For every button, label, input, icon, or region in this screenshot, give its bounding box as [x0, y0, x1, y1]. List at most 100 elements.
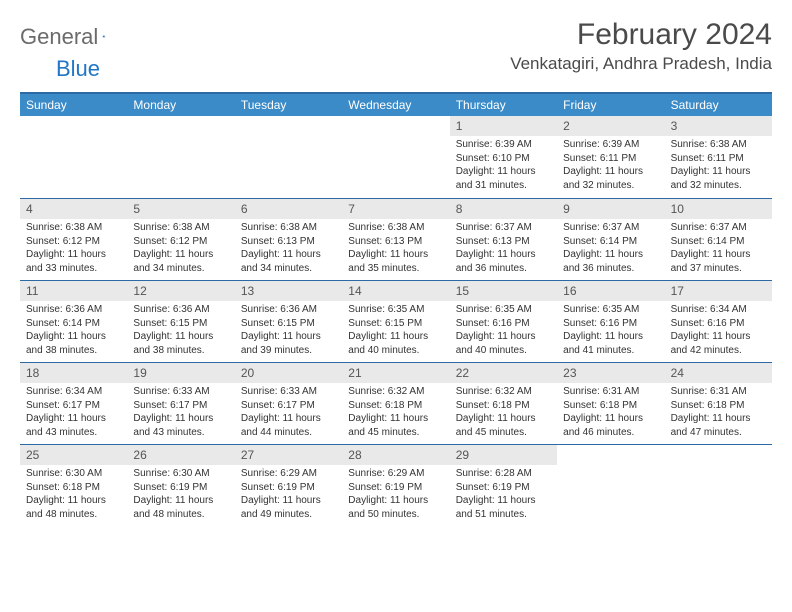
- calendar-cell: 25Sunrise: 6:30 AMSunset: 6:18 PMDayligh…: [20, 444, 127, 526]
- daylight-line: Daylight: 11 hours and 32 minutes.: [563, 165, 658, 192]
- calendar-body: 1Sunrise: 6:39 AMSunset: 6:10 PMDaylight…: [20, 116, 772, 526]
- calendar-header-cell: Thursday: [450, 94, 557, 116]
- day-details: Sunrise: 6:38 AMSunset: 6:12 PMDaylight:…: [20, 219, 127, 279]
- calendar-header-cell: Saturday: [665, 94, 772, 116]
- day-number: 26: [127, 445, 234, 465]
- sunset-line: Sunset: 6:14 PM: [563, 235, 658, 249]
- sunset-line: Sunset: 6:15 PM: [133, 317, 228, 331]
- calendar-cell: [235, 116, 342, 198]
- day-number: 25: [20, 445, 127, 465]
- day-number: [20, 116, 127, 136]
- calendar-cell: 16Sunrise: 6:35 AMSunset: 6:16 PMDayligh…: [557, 280, 664, 362]
- sunrise-line: Sunrise: 6:29 AM: [348, 467, 443, 481]
- daylight-line: Daylight: 11 hours and 49 minutes.: [241, 494, 336, 521]
- day-details: [127, 136, 234, 142]
- day-number: [342, 116, 449, 136]
- sunset-line: Sunset: 6:16 PM: [563, 317, 658, 331]
- calendar: SundayMondayTuesdayWednesdayThursdayFrid…: [20, 92, 772, 526]
- day-details: Sunrise: 6:30 AMSunset: 6:18 PMDaylight:…: [20, 465, 127, 525]
- calendar-cell: 11Sunrise: 6:36 AMSunset: 6:14 PMDayligh…: [20, 280, 127, 362]
- sunrise-line: Sunrise: 6:33 AM: [133, 385, 228, 399]
- day-number: 18: [20, 363, 127, 383]
- location-subtitle: Venkatagiri, Andhra Pradesh, India: [510, 54, 772, 74]
- daylight-line: Daylight: 11 hours and 43 minutes.: [26, 412, 121, 439]
- brand-sail-icon: [102, 27, 106, 45]
- day-number: 1: [450, 116, 557, 136]
- sunset-line: Sunset: 6:11 PM: [671, 152, 766, 166]
- calendar-cell: 24Sunrise: 6:31 AMSunset: 6:18 PMDayligh…: [665, 362, 772, 444]
- sunrise-line: Sunrise: 6:38 AM: [348, 221, 443, 235]
- day-details: Sunrise: 6:29 AMSunset: 6:19 PMDaylight:…: [342, 465, 449, 525]
- sunset-line: Sunset: 6:13 PM: [456, 235, 551, 249]
- sunset-line: Sunset: 6:15 PM: [241, 317, 336, 331]
- day-number: 3: [665, 116, 772, 136]
- day-number: 5: [127, 199, 234, 219]
- day-details: [20, 136, 127, 142]
- sunrise-line: Sunrise: 6:37 AM: [671, 221, 766, 235]
- calendar-cell: 18Sunrise: 6:34 AMSunset: 6:17 PMDayligh…: [20, 362, 127, 444]
- day-details: Sunrise: 6:28 AMSunset: 6:19 PMDaylight:…: [450, 465, 557, 525]
- calendar-cell: 23Sunrise: 6:31 AMSunset: 6:18 PMDayligh…: [557, 362, 664, 444]
- day-number: 16: [557, 281, 664, 301]
- sunrise-line: Sunrise: 6:39 AM: [456, 138, 551, 152]
- sunset-line: Sunset: 6:19 PM: [348, 481, 443, 495]
- daylight-line: Daylight: 11 hours and 43 minutes.: [133, 412, 228, 439]
- day-number: 12: [127, 281, 234, 301]
- sunrise-line: Sunrise: 6:33 AM: [241, 385, 336, 399]
- day-number: 13: [235, 281, 342, 301]
- sunset-line: Sunset: 6:17 PM: [26, 399, 121, 413]
- sunrise-line: Sunrise: 6:37 AM: [456, 221, 551, 235]
- calendar-cell: 12Sunrise: 6:36 AMSunset: 6:15 PMDayligh…: [127, 280, 234, 362]
- daylight-line: Daylight: 11 hours and 36 minutes.: [456, 248, 551, 275]
- day-number: [665, 445, 772, 465]
- sunrise-line: Sunrise: 6:28 AM: [456, 467, 551, 481]
- day-details: Sunrise: 6:37 AMSunset: 6:14 PMDaylight:…: [557, 219, 664, 279]
- day-details: Sunrise: 6:38 AMSunset: 6:12 PMDaylight:…: [127, 219, 234, 279]
- calendar-header-cell: Friday: [557, 94, 664, 116]
- sunset-line: Sunset: 6:17 PM: [241, 399, 336, 413]
- sunrise-line: Sunrise: 6:35 AM: [456, 303, 551, 317]
- daylight-line: Daylight: 11 hours and 37 minutes.: [671, 248, 766, 275]
- day-number: [557, 445, 664, 465]
- sunrise-line: Sunrise: 6:39 AM: [563, 138, 658, 152]
- sunrise-line: Sunrise: 6:36 AM: [26, 303, 121, 317]
- calendar-header-row: SundayMondayTuesdayWednesdayThursdayFrid…: [20, 94, 772, 116]
- day-details: Sunrise: 6:33 AMSunset: 6:17 PMDaylight:…: [127, 383, 234, 443]
- day-details: [235, 136, 342, 142]
- calendar-header-cell: Wednesday: [342, 94, 449, 116]
- calendar-cell: 19Sunrise: 6:33 AMSunset: 6:17 PMDayligh…: [127, 362, 234, 444]
- day-number: 9: [557, 199, 664, 219]
- calendar-cell: [342, 116, 449, 198]
- sunset-line: Sunset: 6:11 PM: [563, 152, 658, 166]
- sunset-line: Sunset: 6:18 PM: [26, 481, 121, 495]
- sunrise-line: Sunrise: 6:38 AM: [671, 138, 766, 152]
- daylight-line: Daylight: 11 hours and 36 minutes.: [563, 248, 658, 275]
- daylight-line: Daylight: 11 hours and 50 minutes.: [348, 494, 443, 521]
- day-number: 11: [20, 281, 127, 301]
- day-number: 22: [450, 363, 557, 383]
- calendar-cell: [665, 444, 772, 526]
- calendar-cell: 20Sunrise: 6:33 AMSunset: 6:17 PMDayligh…: [235, 362, 342, 444]
- calendar-cell: 14Sunrise: 6:35 AMSunset: 6:15 PMDayligh…: [342, 280, 449, 362]
- day-details: Sunrise: 6:37 AMSunset: 6:13 PMDaylight:…: [450, 219, 557, 279]
- calendar-cell: 17Sunrise: 6:34 AMSunset: 6:16 PMDayligh…: [665, 280, 772, 362]
- calendar-cell: 1Sunrise: 6:39 AMSunset: 6:10 PMDaylight…: [450, 116, 557, 198]
- sunrise-line: Sunrise: 6:35 AM: [348, 303, 443, 317]
- daylight-line: Daylight: 11 hours and 34 minutes.: [241, 248, 336, 275]
- day-number: 6: [235, 199, 342, 219]
- calendar-header-cell: Monday: [127, 94, 234, 116]
- day-number: [127, 116, 234, 136]
- calendar-cell: 21Sunrise: 6:32 AMSunset: 6:18 PMDayligh…: [342, 362, 449, 444]
- sunset-line: Sunset: 6:12 PM: [133, 235, 228, 249]
- sunset-line: Sunset: 6:16 PM: [456, 317, 551, 331]
- sunrise-line: Sunrise: 6:32 AM: [348, 385, 443, 399]
- calendar-cell: [127, 116, 234, 198]
- calendar-cell: 9Sunrise: 6:37 AMSunset: 6:14 PMDaylight…: [557, 198, 664, 280]
- day-details: Sunrise: 6:35 AMSunset: 6:16 PMDaylight:…: [557, 301, 664, 361]
- sunset-line: Sunset: 6:16 PM: [671, 317, 766, 331]
- day-details: Sunrise: 6:29 AMSunset: 6:19 PMDaylight:…: [235, 465, 342, 525]
- sunrise-line: Sunrise: 6:29 AM: [241, 467, 336, 481]
- daylight-line: Daylight: 11 hours and 51 minutes.: [456, 494, 551, 521]
- calendar-cell: 4Sunrise: 6:38 AMSunset: 6:12 PMDaylight…: [20, 198, 127, 280]
- day-details: Sunrise: 6:31 AMSunset: 6:18 PMDaylight:…: [665, 383, 772, 443]
